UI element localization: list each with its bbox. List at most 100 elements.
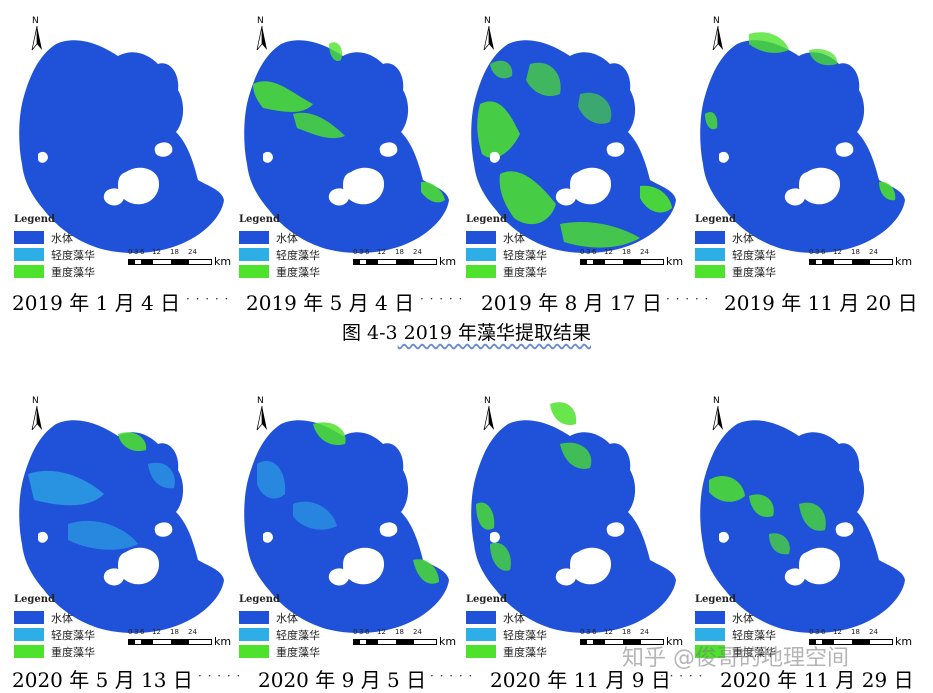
legend-item: 重度藻华 [695, 643, 805, 660]
legend-swatch [695, 628, 725, 641]
scale-tick-label: 18 [395, 248, 404, 256]
legend-item: 水体 [695, 229, 805, 246]
scale-tick-label: 3 [134, 628, 139, 636]
island [263, 531, 273, 543]
north-letter: N [32, 16, 39, 26]
scale-ticks: 0 3 6 12 18 24 [353, 248, 459, 257]
legend-swatch [239, 231, 269, 244]
scale-unit: km [666, 635, 684, 648]
north-arrow-icon: N [255, 396, 269, 432]
scale-tick-label: 18 [622, 628, 631, 636]
scale-tick-label: 0 [809, 628, 814, 636]
legend-swatch [239, 628, 269, 641]
scale-unit: km [666, 255, 684, 268]
scale-tick-label: 0 [580, 628, 585, 636]
panel-date: 2020 年 5 月 13 日 [12, 668, 193, 692]
legend-title: Legend [239, 594, 281, 605]
legend-item: 水体 [239, 229, 349, 246]
legend-item: 重度藻华 [466, 263, 576, 280]
scale-bar: 0 3 6 12 18 24 km [353, 248, 459, 274]
island [719, 531, 729, 543]
scale-tick-label: 24 [869, 248, 878, 256]
scale-tick-label: 12 [833, 248, 842, 256]
lake-water [700, 40, 905, 253]
legend-title: Legend [14, 594, 56, 605]
north-arrow-icon: N [30, 396, 44, 432]
scale-line [580, 639, 664, 645]
legend-title: Legend [466, 214, 508, 225]
map-legend: Legend 水体 轻度藻华 重度藻华 [239, 594, 349, 660]
scale-line [128, 259, 212, 265]
island [555, 568, 576, 586]
legend-label: 重度藻华 [503, 645, 547, 659]
island [719, 151, 729, 163]
scale-tick-label: 12 [833, 628, 842, 636]
map-legend: Legend 水体 轻度藻华 重度藻华 [695, 594, 805, 660]
scale-tick-label: 24 [640, 628, 649, 636]
island [103, 188, 124, 206]
legend-swatch [466, 231, 496, 244]
island [570, 167, 612, 205]
island [328, 188, 349, 206]
panel-date: 2020 年 11 月 29 日 [720, 668, 914, 692]
legend-label: 轻度藻华 [51, 248, 95, 262]
island [490, 531, 500, 543]
scale-tick-label: 0 [128, 628, 133, 636]
scale-tick-label: 3 [586, 248, 591, 256]
scale-tick-label: 0 [353, 248, 358, 256]
scale-line [809, 639, 893, 645]
scale-tick-label: 12 [604, 628, 613, 636]
lake-water [19, 40, 224, 253]
north-arrow-icon: N [30, 16, 44, 52]
legend-swatch [239, 248, 269, 261]
island [799, 167, 841, 205]
legend-label: 轻度藻华 [732, 248, 776, 262]
north-letter: N [257, 16, 264, 26]
scale-bar: 0 3 6 12 18 24 km [809, 628, 915, 654]
island [490, 151, 500, 163]
legend-title: Legend [239, 214, 281, 225]
legend-label: 轻度藻华 [503, 248, 547, 262]
legend-label: 水体 [276, 231, 298, 245]
legend-swatch [239, 265, 269, 278]
legend-item: 水体 [466, 609, 576, 626]
date-row-top: 2019 年 1 月 4 日 · · · · · 2019 年 5 月 4 日 … [0, 287, 933, 315]
legend-label: 重度藻华 [276, 645, 320, 659]
lake-map [244, 40, 449, 253]
scale-tick-label: 24 [188, 628, 197, 636]
island [784, 188, 805, 206]
map-panel-2: N Legend 水体 轻度藻华 重度藻华 [233, 4, 459, 282]
legend-swatch [695, 611, 725, 624]
date-separator: · · · · · [186, 292, 230, 306]
scale-tick-label: 3 [359, 628, 364, 636]
legend-title: Legend [466, 594, 508, 605]
scale-tick-label: 18 [851, 628, 860, 636]
panel-date: 2019 年 8 月 17 日 [481, 291, 662, 315]
island [379, 142, 398, 157]
island [606, 522, 625, 537]
legend-label: 轻度藻华 [503, 628, 547, 642]
scale-tick-label: 6 [365, 248, 370, 256]
scale-line [353, 259, 437, 265]
legend-label: 水体 [51, 231, 73, 245]
scale-ticks: 0 3 6 12 18 24 [809, 628, 915, 637]
legend-swatch [695, 265, 725, 278]
scale-tick-label: 12 [377, 628, 386, 636]
island [38, 531, 48, 543]
legend-label: 重度藻华 [51, 265, 95, 279]
scale-tick-label: 24 [413, 248, 422, 256]
scale-tick-label: 6 [592, 248, 597, 256]
figure-caption: 图 4-3 2019 年藻华提取结果 [0, 318, 933, 345]
legend-swatch [14, 611, 44, 624]
scale-line [128, 639, 212, 645]
legend-swatch [466, 645, 496, 658]
legend-swatch [14, 628, 44, 641]
scale-tick-label: 6 [140, 248, 145, 256]
north-arrow-icon: N [255, 16, 269, 52]
north-arrow-icon: N [711, 16, 725, 52]
map-panel-6: N Legend 水体 轻度藻华 重度藻华 [233, 384, 459, 662]
map-panel-1: N Legend 水体 轻度藻华 重度藻华 [8, 4, 234, 282]
scale-tick-label: 3 [586, 628, 591, 636]
legend-item: 轻度藻华 [695, 626, 805, 643]
legend-item: 重度藻华 [239, 643, 349, 660]
